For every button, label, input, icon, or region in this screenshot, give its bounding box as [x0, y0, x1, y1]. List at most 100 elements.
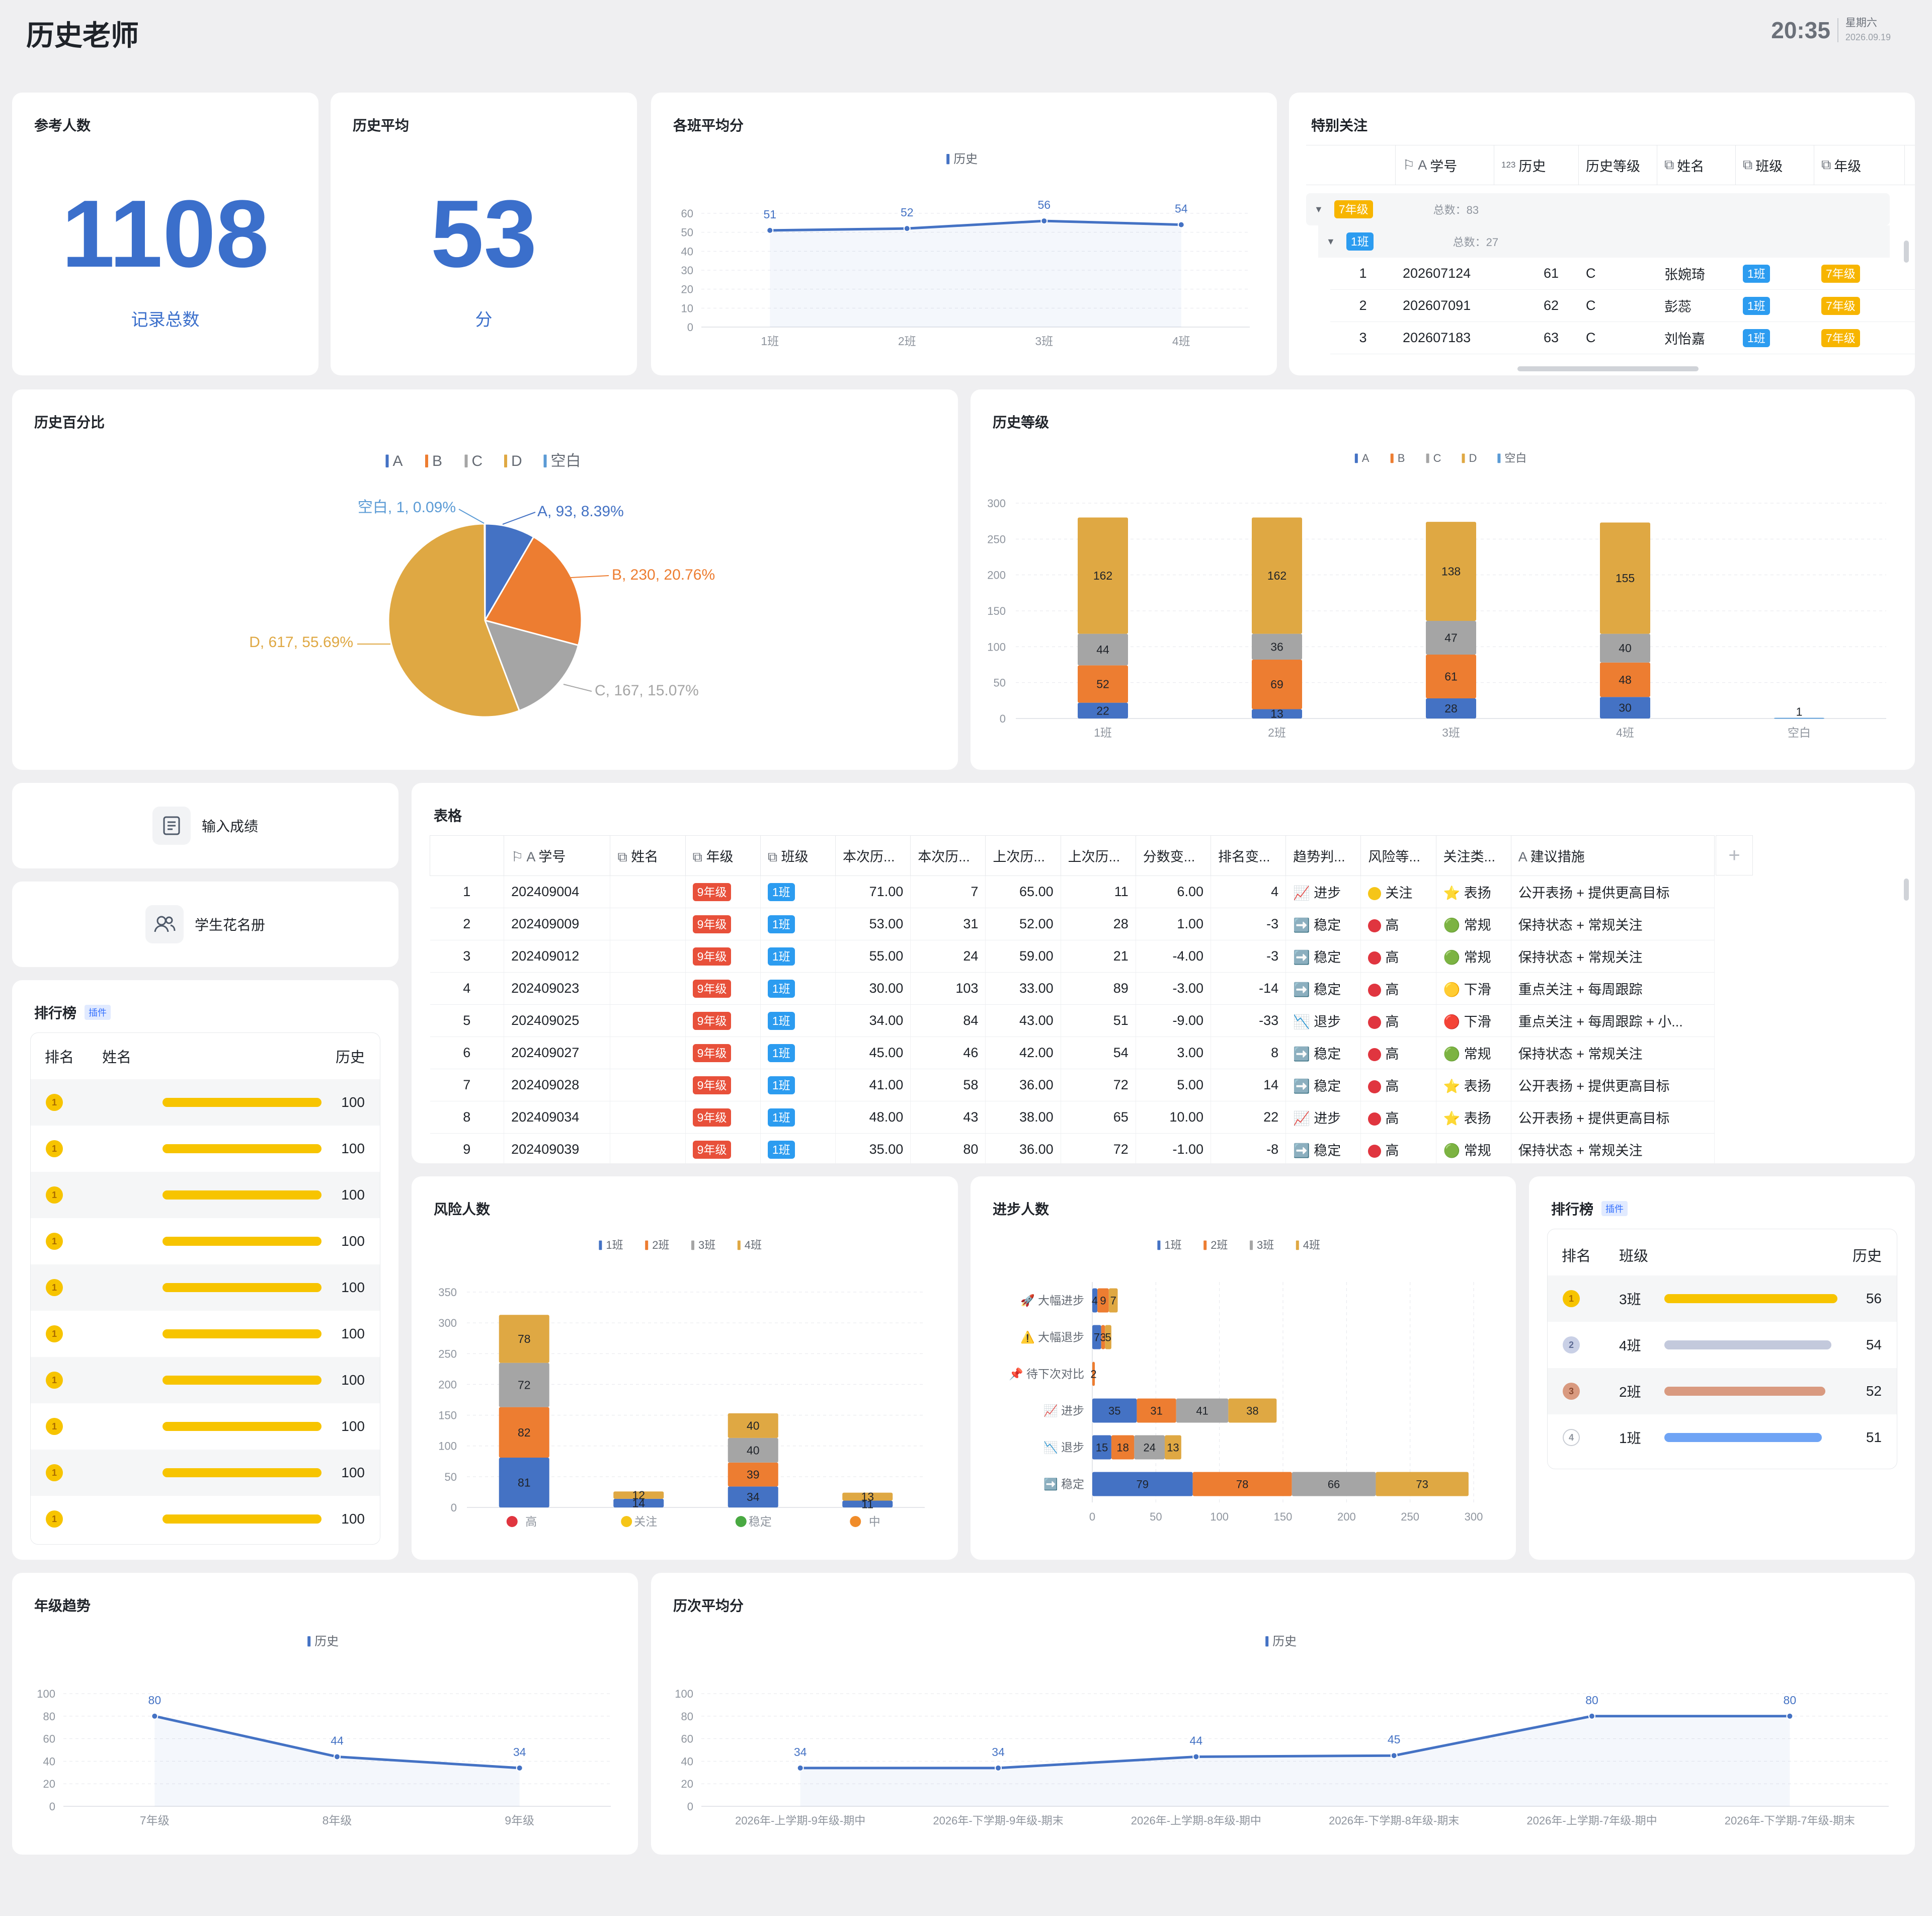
- focus-header-level[interactable]: 历史等级: [1579, 145, 1657, 185]
- focus-header-grade[interactable]: ⧉ 年级: [1814, 145, 1905, 185]
- header-score-change[interactable]: 分数变...: [1135, 835, 1211, 876]
- bar-segment: [728, 1486, 778, 1507]
- ranking-row[interactable]: 1 100: [31, 1496, 380, 1542]
- student-name: [610, 1133, 686, 1163]
- previous-score: 42.00: [985, 1036, 1061, 1069]
- ranking-row[interactable]: 1 100: [31, 1403, 380, 1450]
- score-change: -9.00: [1136, 1004, 1211, 1037]
- header-label: 姓名: [1677, 158, 1705, 174]
- header-focus-type[interactable]: 关注类...: [1435, 835, 1511, 876]
- ranking-row[interactable]: 1 100: [31, 1311, 380, 1357]
- header-rank-change[interactable]: 排名变...: [1210, 835, 1286, 876]
- header-current-rank[interactable]: 本次历...: [910, 835, 986, 876]
- group-row-grade[interactable]: ▼ 7年级 总数：83: [1306, 193, 1890, 225]
- focus-row[interactable]: 3 202607183 63 C 刘怡嘉 1班 7年级: [1330, 322, 1915, 354]
- table-row[interactable]: 8 202409034 9年级 1班 48.00 43 38.00 65 10.…: [430, 1101, 1715, 1134]
- records-grid[interactable]: ⚐ A 学号 ⧉ 姓名 ⧉ 年级 ⧉ 班级 本次历... 本次历... 上次历.…: [430, 835, 1715, 1163]
- vertical-scrollbar[interactable]: [1904, 879, 1909, 901]
- stat-card-participants: 参考人数 1108 记录总数: [12, 93, 318, 375]
- previous-rank: 11: [1061, 875, 1136, 908]
- card-title: 历史平均: [353, 118, 410, 133]
- records-table[interactable]: ⚐ A 学号 ⧉ 姓名 ⧉ 年级 ⧉ 班级 本次历... 本次历... 上次历.…: [430, 835, 1915, 1163]
- table-row[interactable]: 7 202409028 9年级 1班 41.00 58 36.00 72 5.0…: [430, 1069, 1715, 1101]
- horizontal-scrollbar[interactable]: [1517, 366, 1699, 371]
- ranking-row[interactable]: 1 100: [31, 1450, 380, 1496]
- data-point: [766, 226, 774, 234]
- focus-row[interactable]: 1 202607124 61 C 张婉琦 1班 7年级: [1330, 258, 1915, 290]
- class-tag: 1班: [760, 875, 836, 908]
- ranking-row[interactable]: 1 3班 56: [1548, 1275, 1897, 1322]
- ranking-row[interactable]: 1 100: [31, 1172, 380, 1218]
- table-row[interactable]: 9 202409039 9年级 1班 35.00 80 36.00 72 -1.…: [430, 1133, 1715, 1163]
- ranking-row[interactable]: 1 100: [31, 1357, 380, 1403]
- chart-legend: 历史: [1265, 1635, 1297, 1648]
- header-student-id[interactable]: ⚐ A 学号: [504, 835, 611, 876]
- table-row[interactable]: 1 202409004 9年级 1班 71.00 7 65.00 11 6.00…: [430, 875, 1715, 908]
- bar-label: 24: [1143, 1442, 1155, 1454]
- data-point: [995, 1764, 1002, 1772]
- ranking-row[interactable]: 4 1班 51: [1548, 1414, 1897, 1461]
- legend-label: 4班: [745, 1239, 762, 1251]
- users-icon: [145, 905, 184, 943]
- header-previous-rank[interactable]: 上次历...: [1060, 835, 1136, 876]
- header-risk[interactable]: 风险等...: [1360, 835, 1436, 876]
- class-ranking-card: 排行榜 插件 排名 班级 历史 1 3班 56 2 4班 54 3 2班 52 …: [1529, 1176, 1915, 1560]
- bar-label: 48: [1619, 673, 1632, 686]
- data-point: [1177, 221, 1185, 228]
- bar-label: 40: [747, 1419, 760, 1432]
- table-row[interactable]: 2 202409009 9年级 1班 53.00 31 52.00 28 1.0…: [430, 908, 1715, 940]
- y-tick-label: 60: [681, 207, 693, 220]
- y-tick-label: 80: [43, 1710, 55, 1723]
- trend: 📉 退步: [1285, 1004, 1361, 1037]
- ranking-row[interactable]: 1 100: [31, 1126, 380, 1172]
- group-row-class[interactable]: ▼ 1班 总数：27: [1318, 225, 1890, 258]
- table-row[interactable]: 5 202409025 9年级 1班 34.00 84 43.00 51 -9.…: [430, 1004, 1715, 1037]
- gold-medal-icon: 1: [46, 1140, 63, 1157]
- focus-type: 🟢 常规: [1436, 1036, 1511, 1069]
- ranking-row[interactable]: 1 100: [31, 1264, 380, 1311]
- header-trend[interactable]: 趋势判...: [1285, 835, 1361, 876]
- header-label: 年级: [1834, 158, 1862, 174]
- focus-header-id[interactable]: ⚐ A 学号: [1396, 145, 1494, 185]
- ranking-row[interactable]: 1 100: [31, 1218, 380, 1264]
- student-roster-button[interactable]: 学生花名册: [12, 882, 398, 967]
- focus-header-class[interactable]: ⧉ 班级: [1736, 145, 1814, 185]
- focus-row[interactable]: 2 202607091 62 C 彭蕊 1班 7年级: [1330, 290, 1915, 322]
- table-row[interactable]: 6 202409027 9年级 1班 45.00 46 42.00 54 3.0…: [430, 1036, 1715, 1069]
- collapse-icon[interactable]: ▼: [1326, 236, 1335, 247]
- score-bar: [163, 1422, 321, 1431]
- category-dot: [735, 1516, 747, 1527]
- card-title: 表格: [434, 808, 462, 824]
- header-advice[interactable]: A 建议措施: [1510, 835, 1715, 876]
- ranking-row[interactable]: 2 4班 54: [1548, 1322, 1897, 1368]
- x-tick-label: 中: [869, 1515, 880, 1528]
- header-name[interactable]: ⧉ 姓名: [610, 835, 686, 876]
- y-tick-label: 📌 待下次对比: [1009, 1367, 1084, 1381]
- header-grade[interactable]: ⧉ 年级: [685, 835, 761, 876]
- focus-header-score[interactable]: 123 历史: [1494, 145, 1579, 185]
- add-column-button[interactable]: +: [1716, 835, 1753, 875]
- y-tick-label: 0: [451, 1501, 457, 1514]
- ranking-row[interactable]: 1 100: [31, 1079, 380, 1126]
- student-id: 202607091: [1403, 298, 1471, 313]
- collapse-icon[interactable]: ▼: [1314, 204, 1323, 214]
- focus-table[interactable]: ⚐ A 学号 123 历史 历史等级 ⧉ 姓名 ⧉ 班级 ⧉ 年级 ▼ 7年级 总数：83…: [1306, 145, 1915, 375]
- focus-header-name[interactable]: ⧉ 姓名: [1657, 145, 1736, 185]
- table-row[interactable]: 4 202409023 9年级 1班 30.00 103 33.00 89 -3…: [430, 972, 1715, 1005]
- student-name: [610, 1101, 686, 1134]
- bar-segment: [1426, 655, 1476, 699]
- header-current-score[interactable]: 本次历...: [835, 835, 911, 876]
- rank-change: -8: [1211, 1133, 1286, 1163]
- table-row[interactable]: 3 202409012 9年级 1班 55.00 24 59.00 21 -4.…: [430, 940, 1715, 973]
- student-id: 202409028: [504, 1069, 611, 1101]
- bar-label: 61: [1444, 670, 1458, 683]
- ranking-row[interactable]: 3 2班 52: [1548, 1368, 1897, 1414]
- vertical-scrollbar[interactable]: [1904, 241, 1909, 263]
- y-tick-label: 150: [987, 605, 1006, 617]
- grade-tag: 9年级: [685, 1133, 761, 1163]
- x-tick-label: 4班: [1616, 726, 1634, 739]
- bar-segment: [728, 1462, 778, 1487]
- input-scores-button[interactable]: 输入成绩: [12, 783, 398, 868]
- header-class[interactable]: ⧉ 班级: [760, 835, 836, 876]
- header-previous-score[interactable]: 上次历...: [985, 835, 1061, 876]
